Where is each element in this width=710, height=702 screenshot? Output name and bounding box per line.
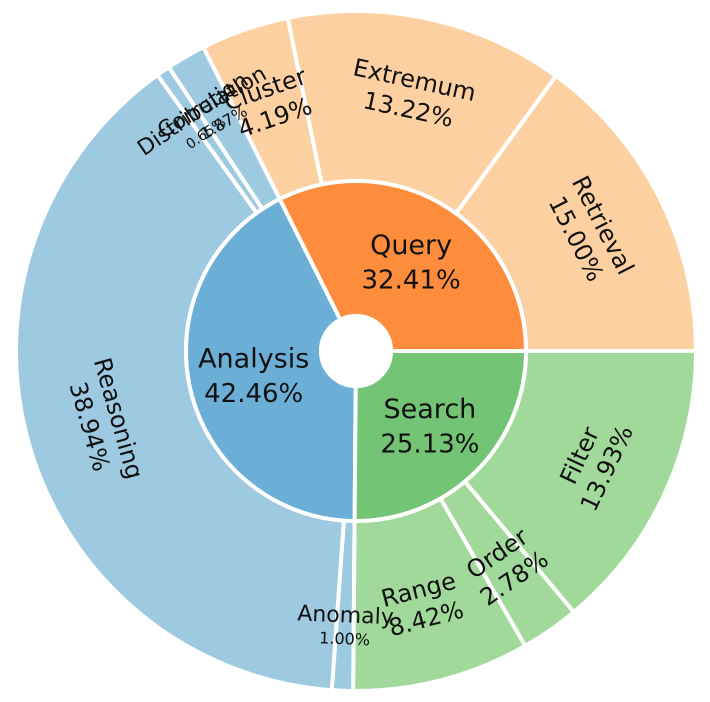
inner-value-search: 25.13% (380, 430, 479, 460)
inner-label-search: Search (384, 394, 477, 425)
inner-label-analysis: Analysis (198, 343, 309, 374)
center-hole (319, 314, 393, 388)
outer-value-anomaly: 1.00% (319, 628, 371, 649)
outer-label-anomaly: Anomaly (297, 601, 394, 630)
inner-value-analysis: 42.46% (204, 379, 303, 409)
inner-ring (184, 179, 529, 524)
inner-label-query: Query (370, 230, 452, 261)
outer-ring (14, 9, 699, 694)
inner-value-query: 32.41% (362, 266, 461, 296)
